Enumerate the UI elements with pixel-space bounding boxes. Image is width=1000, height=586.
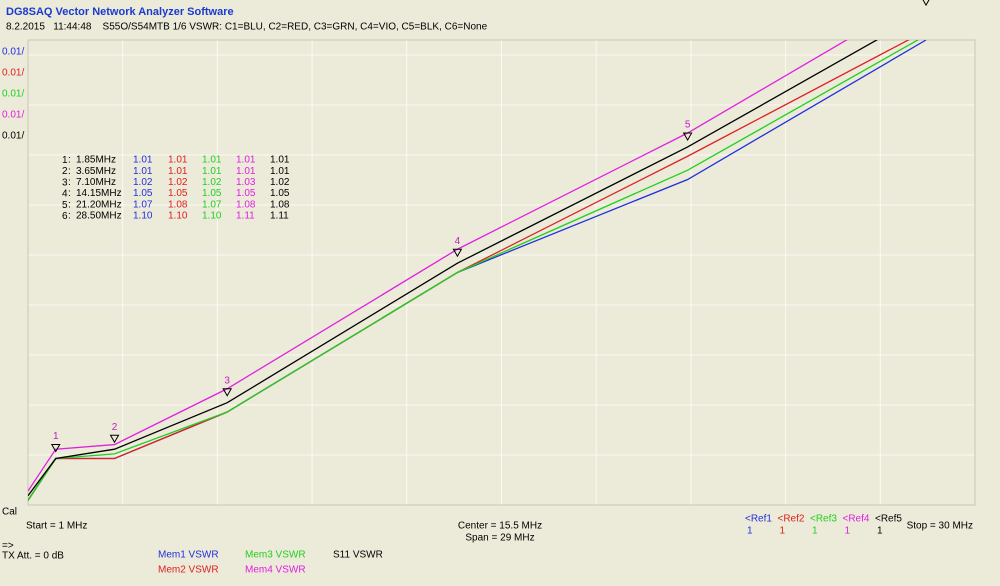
marker-value: 1.05 xyxy=(270,188,290,199)
marker-value: 1.05 xyxy=(236,188,256,199)
center-label: Center = 15.5 MHz xyxy=(458,521,542,532)
marker-value: 1.07 xyxy=(133,199,153,210)
marker-number: 2 xyxy=(112,422,118,433)
marker-freq: 7.10MHz xyxy=(76,177,116,188)
ref-value: 1 xyxy=(812,526,818,537)
marker-triangle xyxy=(222,388,233,397)
marker-value: 1.01 xyxy=(270,166,290,177)
marker-value: 1.08 xyxy=(236,199,256,210)
tx-att: TX Att. = 0 dB xyxy=(2,551,64,562)
marker-value: 1.02 xyxy=(270,177,290,188)
ref-label: <Ref5 xyxy=(875,514,902,525)
marker-value: 1.11 xyxy=(236,211,255,222)
marker-freq: 21.20MHz xyxy=(76,199,122,210)
marker-id-text: 2 xyxy=(62,166,68,177)
marker-value: 1.10 xyxy=(202,211,222,222)
marker-value: 1.02 xyxy=(168,177,188,188)
marker-id-text: 4 xyxy=(62,188,68,199)
marker-value: 1.01 xyxy=(133,155,153,166)
scale-label: 0.01/ xyxy=(2,110,24,121)
subtitle: 8.2.2015 11:44:48 S55O/S54MTB 1/6 VSWR: … xyxy=(6,22,488,33)
marker-freq: 1.85MHz xyxy=(76,155,116,166)
ref-value: 1 xyxy=(877,526,883,537)
separator: : xyxy=(68,155,71,166)
scale-label: 0.01/ xyxy=(2,68,24,79)
marker-triangle xyxy=(682,132,693,141)
start-label: Start = 1 MHz xyxy=(26,521,87,532)
ref-value: 1 xyxy=(747,526,753,537)
marker-value: 1.02 xyxy=(133,177,153,188)
marker-freq: 28.50MHz xyxy=(76,211,122,222)
scale-label: 0.01/ xyxy=(2,47,24,58)
separator: : xyxy=(68,188,71,199)
marker-id-text: 3 xyxy=(62,177,68,188)
marker-id: 6 xyxy=(62,211,68,222)
marker-value: 1.10 xyxy=(168,211,188,222)
marker-value: 1.05 xyxy=(133,188,153,199)
separator: : xyxy=(68,177,71,188)
marker-value: 1.01 xyxy=(236,166,256,177)
cal-label: Cal xyxy=(2,507,17,518)
marker-value: 1.01 xyxy=(202,166,222,177)
app-title: DG8SAQ Vector Network Analyzer Software xyxy=(6,6,234,18)
marker-value: 1.01 xyxy=(270,155,290,166)
marker-triangle xyxy=(109,434,120,444)
ref-label: <Ref1 xyxy=(745,514,772,525)
legend-entry: Mem2 VSWR xyxy=(158,565,219,576)
legend-entry: Mem4 VSWR xyxy=(245,565,306,576)
span-label: Span = 29 MHz xyxy=(465,533,534,544)
marker-value: 1.01 xyxy=(202,155,222,166)
marker-freq: 14.15MHz xyxy=(76,188,122,199)
marker-id: 4 xyxy=(62,188,68,199)
marker-triangle xyxy=(50,444,61,453)
marker-id-text: 6 xyxy=(62,211,68,222)
trace xyxy=(28,40,879,497)
stop-label: Stop = 30 MHz xyxy=(907,521,973,532)
legend-entry: Mem3 VSWR xyxy=(245,550,306,561)
marker-number: 5 xyxy=(685,120,691,131)
separator: : xyxy=(68,199,71,210)
marker-value: 1.07 xyxy=(202,199,222,210)
marker-value: 1.01 xyxy=(168,155,188,166)
marker-id: 5 xyxy=(62,199,68,210)
marker-id-text: 1 xyxy=(62,155,68,166)
legend-entry: S11 VSWR xyxy=(333,550,383,561)
marker-id: 1 xyxy=(62,155,68,166)
marker-value: 1.11 xyxy=(270,211,289,222)
ref-value: 1 xyxy=(845,526,851,537)
marker-number: 1 xyxy=(53,431,59,442)
ref-label: <Ref4 xyxy=(843,514,870,525)
marker-id: 3 xyxy=(62,177,68,188)
marker-number: 4 xyxy=(455,236,461,247)
marker-freq: 3.65MHz xyxy=(76,166,116,177)
marker-triangle xyxy=(452,248,463,258)
marker-id-text: 5 xyxy=(62,199,68,210)
scale-label: 0.01/ xyxy=(2,89,24,100)
plot-frame xyxy=(27,39,976,506)
marker-value: 1.08 xyxy=(270,199,290,210)
marker-value: 1.01 xyxy=(133,166,153,177)
marker-value: 1.01 xyxy=(236,155,256,166)
marker-value: 1.03 xyxy=(236,177,256,188)
marker-value: 1.01 xyxy=(168,166,188,177)
scale-label: 0.01/ xyxy=(2,131,24,142)
arrow-label: => xyxy=(2,541,14,552)
marker-value: 1.05 xyxy=(202,188,222,199)
legend-entry: Mem1 VSWR xyxy=(158,550,219,561)
marker-value: 1.05 xyxy=(168,188,188,199)
ref-label: <Ref2 xyxy=(778,514,805,525)
separator: : xyxy=(68,166,71,177)
marker-value: 1.02 xyxy=(202,177,222,188)
separator: : xyxy=(68,211,71,222)
marker-value: 1.10 xyxy=(133,211,153,222)
marker-id: 2 xyxy=(62,166,68,177)
marker-value: 1.08 xyxy=(168,199,188,210)
marker-number: 3 xyxy=(224,375,230,386)
ref-value: 1 xyxy=(780,526,786,537)
ref-label: <Ref3 xyxy=(810,514,837,525)
marker-triangle xyxy=(922,0,930,7)
